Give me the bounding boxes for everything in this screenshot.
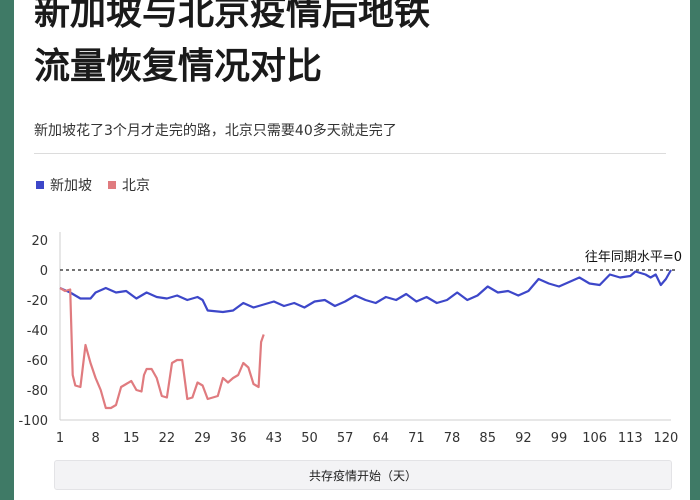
legend-swatch-beijing [108,181,116,189]
chart-title: 新加坡与北京疫情后地铁 流量恢复情况对比 [34,0,674,94]
x-tick-label: 15 [123,431,140,446]
x-tick-label: 92 [515,431,532,446]
x-tick-label: 99 [551,431,568,446]
y-tick-label: -100 [18,414,48,429]
y-tick-label: -80 [27,384,48,399]
x-tick-label: 50 [301,431,318,446]
x-tick-label: 113 [618,431,643,446]
x-tick-label: 22 [159,431,176,446]
x-tick-label: 106 [582,431,607,446]
x-tick-label: 85 [479,431,496,446]
x-tick-label: 43 [266,431,283,446]
title-line-1: 新加坡与北京疫情后地铁 [34,0,431,33]
y-tick-label: 0 [40,264,48,279]
chart-card: 新加坡与北京疫情后地铁 流量恢复情况对比 新加坡花了3个月才走完的路，北京只需要… [14,0,690,500]
x-axis-label: 共存疫情开始（天） [54,460,672,490]
legend-swatch-singapore [36,181,44,189]
x-tick-label: 120 [653,431,678,446]
y-tick-label: -40 [27,324,48,339]
line-chart: 20 0 -20 -40 -60 -80 -100 1 8 15 22 29 36 43 50 57 64 71 7… [18,232,682,446]
legend: 新加坡 北京 [36,175,150,195]
y-tick-label: -60 [27,354,48,369]
legend-item-beijing: 北京 [108,175,150,195]
x-tick-label: 57 [337,431,354,446]
x-tick-label: 36 [230,431,247,446]
x-tick-label: 8 [92,431,100,446]
reference-line-label: 往年同期水平=0 [585,250,682,265]
x-tick-label: 64 [373,431,390,446]
chart-subtitle: 新加坡花了3个月才走完的路，北京只需要40多天就走完了 [34,123,397,139]
series-line-singapore [59,269,672,314]
x-tick-label: 78 [444,431,461,446]
series-line-beijing [59,287,265,410]
legend-label-beijing: 北京 [122,178,150,194]
y-tick-label: 20 [31,234,48,249]
x-tick-label: 71 [408,431,425,446]
y-tick-label: -20 [27,294,48,309]
title-line-2: 流量恢复情况对比 [34,46,323,87]
legend-item-singapore: 新加坡 [36,175,92,195]
legend-label-singapore: 新加坡 [50,178,92,194]
x-tick-label: 1 [56,431,64,446]
divider [34,153,666,154]
x-tick-label: 29 [194,431,211,446]
